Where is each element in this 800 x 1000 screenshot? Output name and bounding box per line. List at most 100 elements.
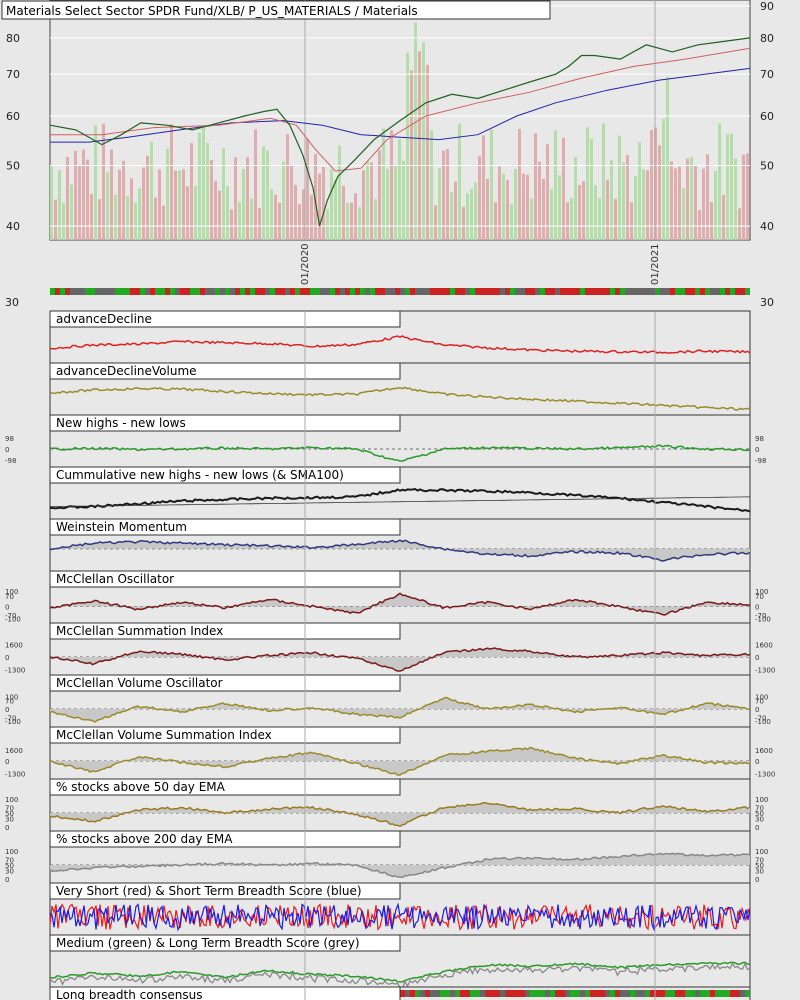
panel-tick-right: 50 [755,810,764,818]
panel-tick-left: 98 [5,435,14,443]
price-tick-right: 40 [760,220,774,233]
volume-bar [290,165,293,240]
volume-bar [390,130,393,240]
signal-cell [290,288,295,295]
volume-bar [262,146,265,240]
signal-cell [270,288,275,295]
volume-bar [602,123,605,240]
price-tick-left: 80 [6,32,20,45]
volume-bar [242,168,245,240]
panel-label-box [49,518,401,536]
signal-cell [485,288,490,295]
signal-cell [75,288,80,295]
signal-cell [645,288,650,295]
signal-cell [180,288,185,295]
signal-cell [220,288,225,295]
panel-tick-left: 100 [5,848,18,856]
signal-cell [490,288,495,295]
volume-bar [266,150,269,240]
panel-tick-left: 0 [5,824,9,832]
volume-bar [646,170,649,240]
panel-series-line [49,647,751,672]
signal-cell [740,288,745,295]
signal-cell [65,288,70,295]
signal-cell [210,288,215,295]
volume-bar [230,209,233,240]
volume-bar [730,133,733,240]
panel-label-box [49,414,401,432]
volume-bar [326,209,329,240]
signal-cell [380,288,385,295]
volume-bar [670,161,673,240]
panel-tick-right: 100 [755,796,768,804]
volume-bar [618,135,621,240]
volume-bar [146,155,149,240]
panel-tick-right: 50 [755,862,764,870]
volume-bar [378,150,381,240]
signal-cell [570,990,575,997]
volume-bar [286,134,289,240]
signal-cell [550,990,555,997]
volume-bar [466,193,469,240]
volume-bar [70,184,73,240]
panel-tick-left: 70 [5,856,14,864]
volume-bar [210,160,213,240]
volume-bar [490,129,493,240]
signal-cell [570,288,575,295]
panel-fill [50,697,750,722]
signal-cell [590,288,595,295]
indicator-panel: advanceDecline [49,310,751,364]
left-tick-30: 30 [5,296,19,309]
panel-label-box [49,310,401,328]
volume-bar [350,202,353,240]
panel-label-box [49,362,401,380]
volume-bar [214,180,217,240]
volume-bar [282,161,285,240]
signal-cell [260,288,265,295]
indicator-panel: advanceDeclineVolume [49,362,751,416]
panel-series-line [50,487,751,513]
volume-bar [738,208,741,240]
signal-cell [670,990,675,997]
signal-cell [465,288,470,295]
indicator-panel: Long breadth consensus [49,986,751,1000]
signal-cell [660,990,665,997]
signal-cell [530,288,535,295]
volume-bar [354,193,357,240]
signal-cell [430,288,435,295]
volume-bar [250,198,253,240]
panel-tick-right: 98 [755,435,764,443]
volume-bar [362,170,365,240]
volume-bar [82,149,85,240]
signal-cell [635,990,640,997]
signal-cell [235,288,240,295]
volume-bar [634,176,637,240]
signal-cell [660,288,665,295]
volume-bar [514,168,517,240]
volume-bar [698,209,701,240]
volume-bar [594,185,597,240]
panel-label-box [49,882,401,900]
volume-bar [130,178,133,240]
volume-bar [178,170,181,240]
signal-cell [415,990,420,997]
volume-bar [478,156,481,240]
volume-bar [530,198,533,240]
signal-cell [370,288,375,295]
volume-bar [306,138,309,240]
volume-bar [186,186,189,240]
signal-cell [275,288,280,295]
signal-cell [665,990,670,997]
signal-cell [580,990,585,997]
signal-cell [60,288,65,295]
signal-cell [110,288,115,295]
volume-bar [138,188,141,240]
signal-strip-top [50,288,750,295]
signal-cell [720,288,725,295]
signal-cell [630,288,635,295]
signal-cell [425,288,430,295]
signal-cell [95,288,100,295]
volume-bar [622,162,625,240]
